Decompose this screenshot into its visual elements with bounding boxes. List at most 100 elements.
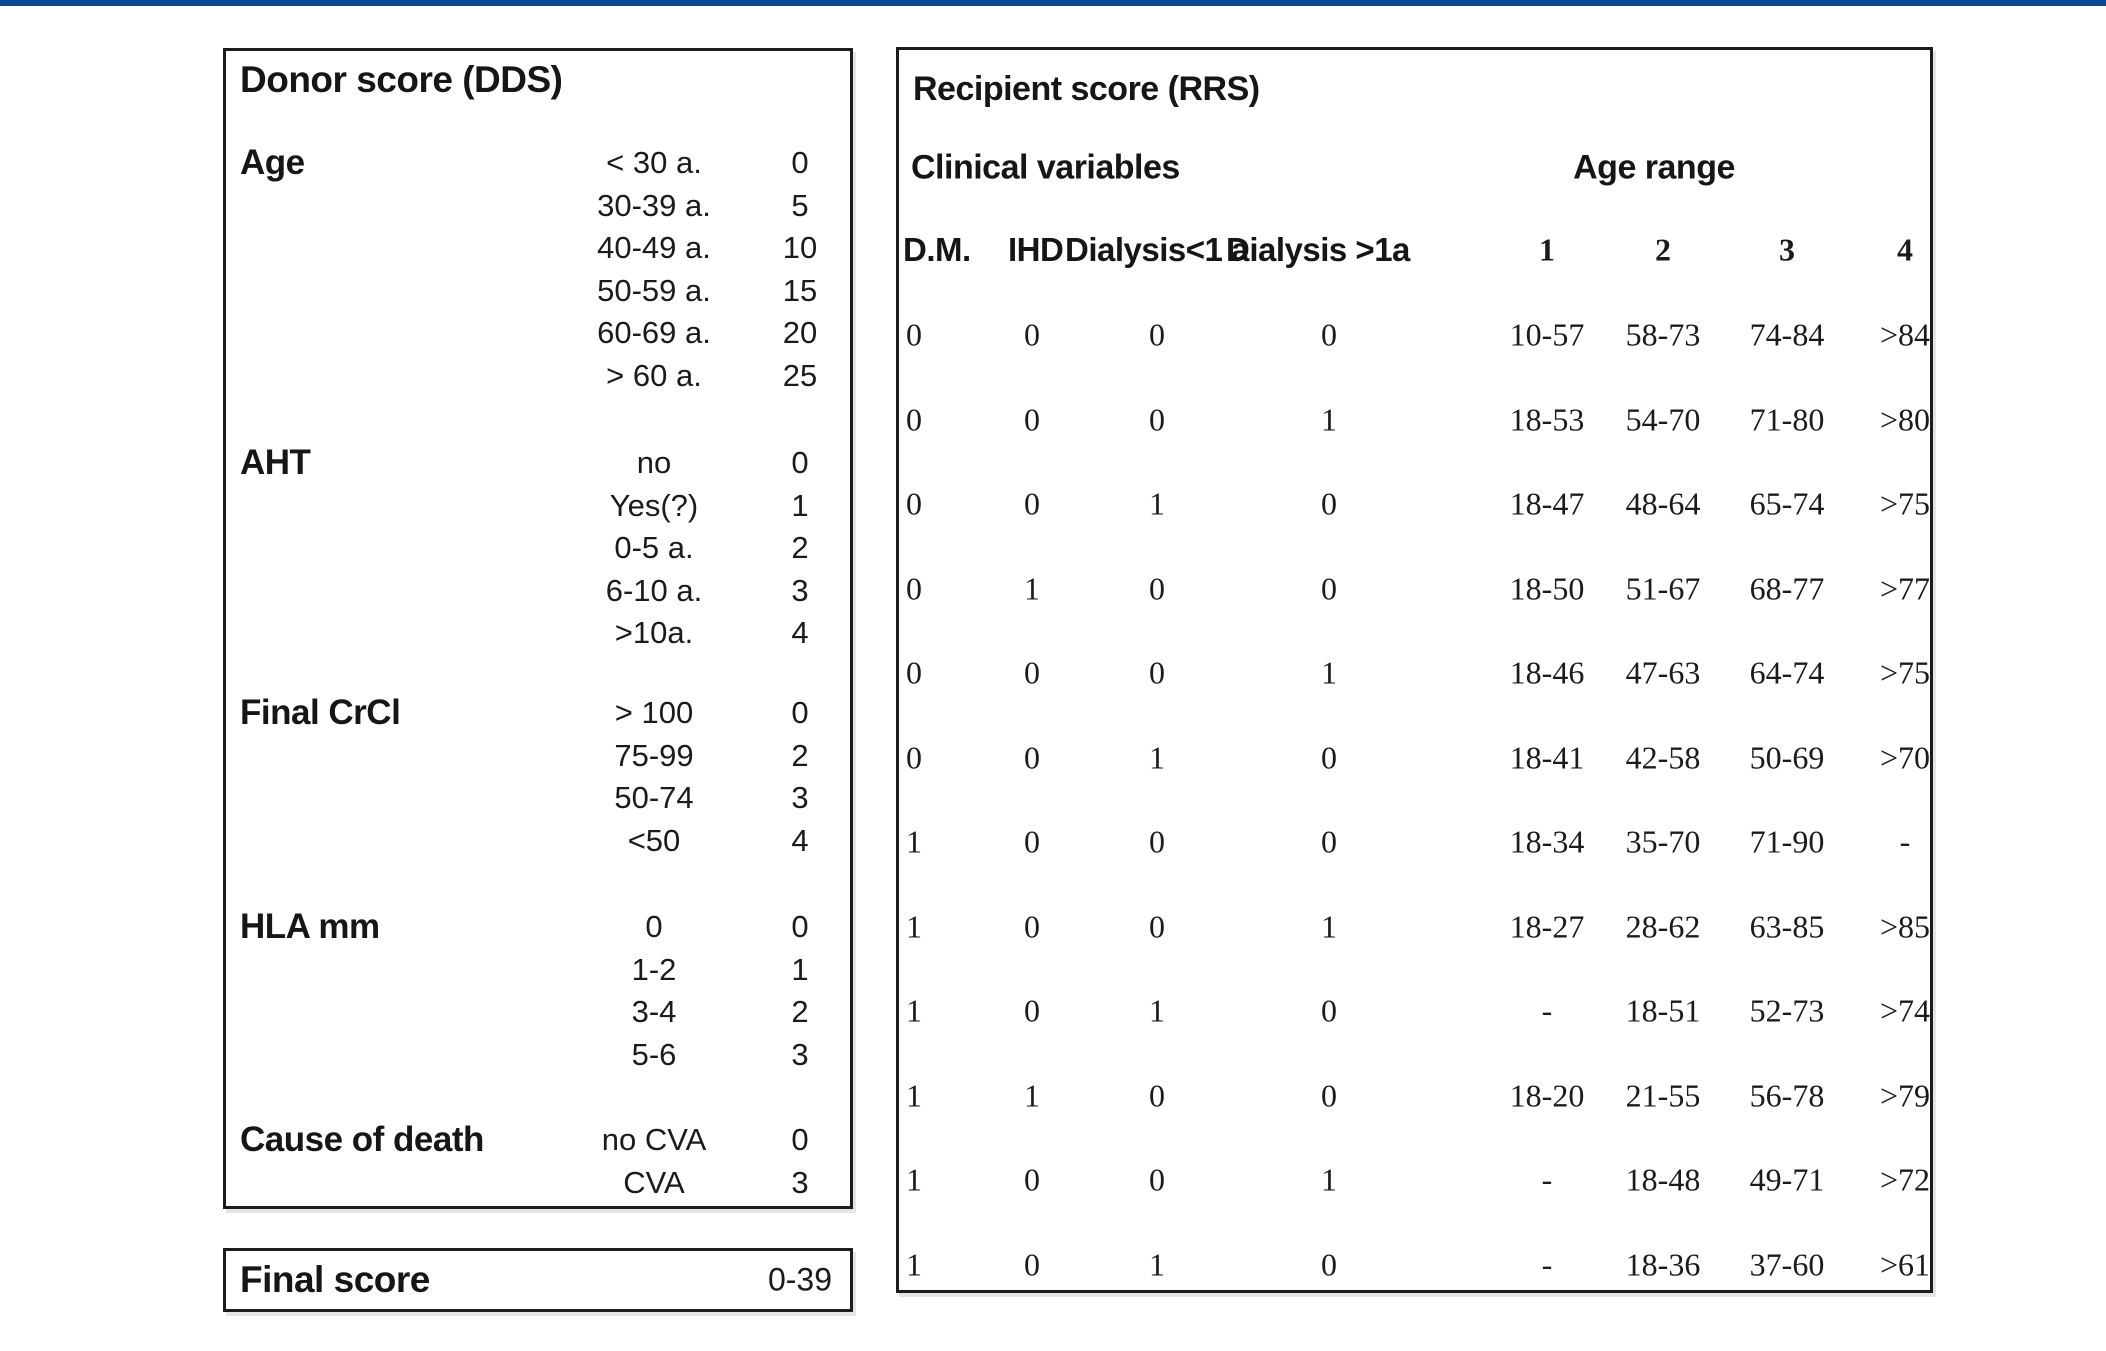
rrs-clinical-cell: 0 <box>1024 1161 1040 1198</box>
rrs-clinical-cell: 0 <box>1024 654 1040 691</box>
rrs-age-cell: 65-74 <box>1749 485 1825 522</box>
donor-score-value: 1 <box>791 487 809 523</box>
rrs-clinical-cell: 1 <box>906 908 922 944</box>
rrs-clinical-cell: 0 <box>906 401 922 437</box>
rrs-age-cell: 50-69 <box>1749 739 1825 775</box>
donor-category-label: Cause of death <box>240 1120 484 1159</box>
table-row: 1 0 0 1 - 18-48 49-71 >72 <box>899 1158 1930 1202</box>
rrs-age-cell: >74 <box>1879 992 1931 1029</box>
rrs-age-cell: 18-51 <box>1625 992 1701 1029</box>
table-row: 0 0 0 1 18-53 54-70 71-80 >80 <box>899 398 1930 442</box>
table-row: 0 0 0 0 10-57 58-73 74-84 >84 <box>899 313 1930 357</box>
rrs-age-cell: >80 <box>1879 401 1931 437</box>
rrs-clinical-cell: 1 <box>1321 1161 1337 1198</box>
rrs-age-cell: - <box>1541 992 1553 1029</box>
donor-range-value: >10a. <box>614 615 694 650</box>
table-row: 0 0 1 0 18-41 42-58 50-69 >70 <box>899 736 1930 780</box>
rrs-clinical-cell: 0 <box>1149 316 1165 353</box>
rrs-clinical-cell: 1 <box>1024 1077 1040 1113</box>
donor-range-value: 40-49 a. <box>597 230 711 265</box>
rrs-age-cell: 64-74 <box>1749 654 1825 691</box>
donor-range-value: > 100 <box>614 695 694 730</box>
rrs-age-cell: 54-70 <box>1625 401 1701 437</box>
rrs-clinical-cell: 0 <box>1149 401 1165 437</box>
rrs-clinical-cell: 0 <box>1024 992 1040 1029</box>
rrs-clinical-cell: 0 <box>906 739 922 775</box>
donor-score-value: 2 <box>791 737 809 773</box>
rrs-age-cell: >72 <box>1879 1161 1931 1198</box>
clinical-variables-header: Clinical variables <box>911 148 1180 187</box>
age-range-header: Age range <box>1573 148 1735 187</box>
rrs-clinical-cell: 1 <box>906 1077 922 1113</box>
donor-range-value: 5-6 <box>631 1036 677 1072</box>
rrs-age-cell: >79 <box>1879 1077 1931 1113</box>
donor-range-value: 6-10 a. <box>605 572 703 608</box>
table-row: 1 0 1 0 - 18-36 37-60 >61 <box>899 1243 1930 1287</box>
rrs-age-cell: 52-73 <box>1749 992 1825 1029</box>
rrs-age-cell: 56-78 <box>1749 1077 1825 1113</box>
donor-range-value: 50-59 a. <box>597 272 711 308</box>
rrs-age-cell: 68-77 <box>1749 570 1825 606</box>
rrs-age-cell: 18-41 <box>1509 739 1585 775</box>
donor-score-value: 3 <box>791 1164 809 1200</box>
table-row: 0 1 0 0 18-50 51-67 68-77 >77 <box>899 567 1930 611</box>
donor-category-label: AHT <box>240 443 311 482</box>
rrs-age-cell: 42-58 <box>1625 739 1701 775</box>
rrs-age-cell: 18-27 <box>1509 908 1585 944</box>
donor-score-value: 3 <box>791 1036 809 1072</box>
rrs-clinical-cell: 0 <box>906 316 922 353</box>
rrs-age-cell: 18-36 <box>1625 1246 1701 1282</box>
donor-category-label: HLA mm <box>240 907 380 946</box>
rrs-clinical-cell: 0 <box>1321 992 1337 1029</box>
donor-range-value: 50-74 <box>614 780 694 815</box>
rrs-age-cell: 21-55 <box>1625 1077 1701 1113</box>
rrs-clinical-cell: 1 <box>1149 1246 1165 1282</box>
rrs-clinical-cell: 0 <box>1024 823 1040 860</box>
recipient-panel-title: Recipient score (RRS) <box>913 70 1260 108</box>
rrs-clinical-cell: 1 <box>1024 570 1040 606</box>
donor-range-value: 0-5 a. <box>614 530 694 565</box>
donor-category-label: Final CrCl <box>240 693 401 732</box>
donor-range-value: no <box>636 445 672 480</box>
donor-panel-title: Donor score (DDS) <box>240 59 563 100</box>
rrs-age-cell: 74-84 <box>1749 316 1825 353</box>
rrs-clinical-cell: 0 <box>1321 1246 1337 1282</box>
rrs-clinical-cell: 1 <box>1321 654 1337 691</box>
rrs-age-cell: >75 <box>1879 485 1931 522</box>
rrs-age-cell: - <box>1541 1161 1553 1198</box>
rrs-clinical-cell: 0 <box>1321 823 1337 860</box>
rrs-age-cell: 63-85 <box>1749 908 1825 944</box>
rrs-clinical-cell: 0 <box>1024 908 1040 944</box>
final-score-value: 0-39 <box>767 1261 833 1298</box>
table-row: 1 0 0 1 18-27 28-62 63-85 >85 <box>899 905 1930 949</box>
recipient-score-panel: Recipient score (RRS) Clinical variables… <box>896 47 1933 1293</box>
rrs-clinical-column-header: IHD <box>1008 231 1064 268</box>
rrs-age-cell: >61 <box>1879 1246 1931 1282</box>
rrs-age-cell: 18-50 <box>1509 570 1585 606</box>
rrs-clinical-cell: 1 <box>1149 485 1165 522</box>
rrs-age-column-header: 3 <box>1779 231 1795 268</box>
donor-score-value: 4 <box>791 822 809 858</box>
rrs-clinical-cell: 0 <box>906 654 922 691</box>
donor-score-value: 2 <box>791 530 809 565</box>
donor-score-value: 0 <box>791 145 809 180</box>
rrs-clinical-cell: 0 <box>1024 401 1040 437</box>
donor-score-value: 5 <box>791 187 809 223</box>
rrs-clinical-cell: 0 <box>906 570 922 606</box>
donor-score-value: 25 <box>782 357 818 393</box>
rrs-age-column-header: 1 <box>1539 231 1555 268</box>
donor-range-value: 75-99 <box>614 737 694 773</box>
rrs-clinical-cell: 1 <box>906 823 922 860</box>
rrs-clinical-cell: 1 <box>1149 992 1165 1029</box>
rrs-age-cell: 71-90 <box>1749 823 1825 860</box>
final-score-panel: Final score 0-39 <box>223 1248 853 1312</box>
rrs-age-cell: 18-34 <box>1509 823 1585 860</box>
rrs-age-cell: 58-73 <box>1625 316 1701 353</box>
rrs-clinical-cell: 1 <box>906 1246 922 1282</box>
donor-score-value: 4 <box>791 615 809 650</box>
table-row: 1 0 1 0 - 18-51 52-73 >74 <box>899 989 1930 1033</box>
donor-score-value: 3 <box>791 572 809 608</box>
rrs-age-cell: - <box>1899 823 1911 860</box>
rrs-clinical-cell: 0 <box>1321 739 1337 775</box>
rrs-age-cell: >85 <box>1879 908 1931 944</box>
